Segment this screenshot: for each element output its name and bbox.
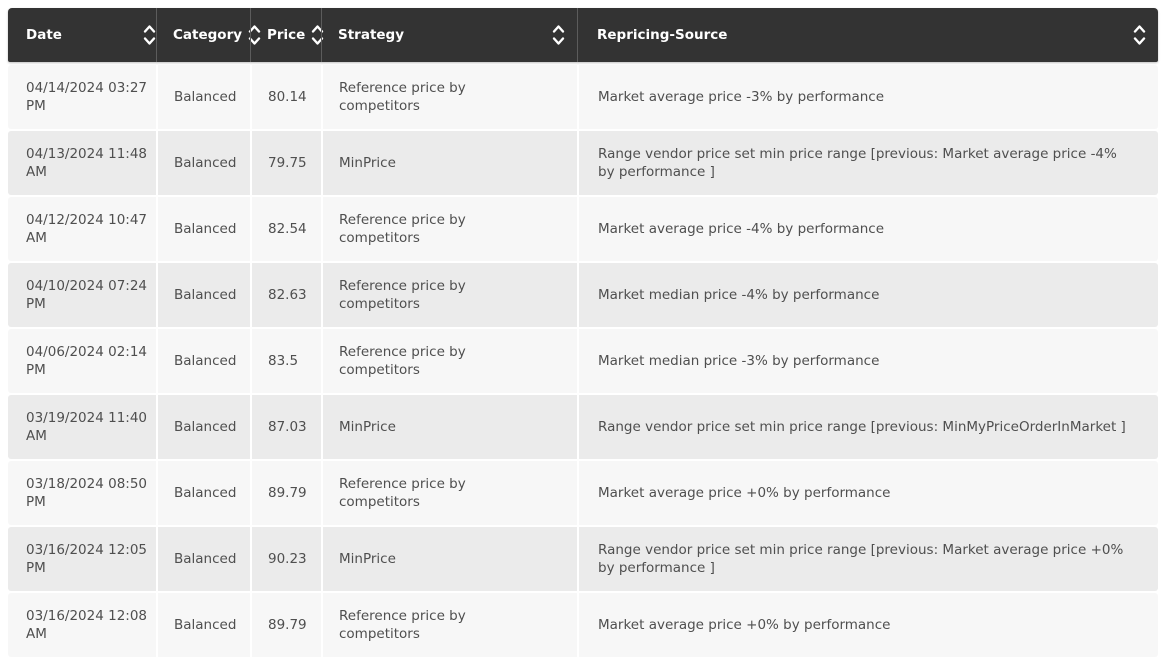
table-row: 03/16/2024 12:05 PM Balanced 90.23 MinPr… (8, 527, 1158, 591)
cell-date: 03/16/2024 12:08 AM (26, 607, 148, 642)
cell-date: 03/18/2024 08:50 PM (26, 475, 148, 510)
cell-strategy: MinPrice (321, 131, 577, 195)
table-row: 03/19/2024 11:40 AM Balanced 87.03 MinPr… (8, 395, 1158, 459)
cell-price: 89.79 (250, 461, 321, 525)
cell-repricing-source: Market average price -4% by performance (577, 197, 1158, 261)
cell-strategy: MinPrice (321, 527, 577, 591)
cell-repricing-source: Market average price -3% by performance (577, 65, 1158, 129)
sort-chevrons-icon[interactable] (1133, 23, 1146, 47)
column-header-label: Date (26, 27, 62, 43)
table-row: 03/18/2024 08:50 PM Balanced 89.79 Refer… (8, 461, 1158, 525)
cell-strategy: Reference price by competitors (321, 197, 577, 261)
cell-repricing-source: Range vendor price set min price range [… (577, 395, 1158, 459)
cell-category: Balanced (156, 461, 250, 525)
column-header-strategy[interactable]: Strategy (321, 8, 577, 62)
sort-chevrons-icon[interactable] (143, 23, 156, 47)
cell-category: Balanced (156, 263, 250, 327)
table-row: 04/14/2024 03:27 PM Balanced 80.14 Refer… (8, 65, 1158, 129)
cell-repricing-source: Range vendor price set min price range [… (577, 527, 1158, 591)
column-header-label: Category (173, 27, 243, 43)
cell-date: 04/14/2024 03:27 PM (26, 79, 148, 114)
column-header-price[interactable]: Price (250, 8, 324, 62)
table-row: 04/13/2024 11:48 AM Balanced 79.75 MinPr… (8, 131, 1158, 195)
cell-repricing-source: Range vendor price set min price range [… (577, 131, 1158, 195)
cell-date: 04/06/2024 02:14 PM (26, 343, 148, 378)
cell-category: Balanced (156, 395, 250, 459)
cell-price: 87.03 (250, 395, 321, 459)
cell-repricing-source: Market average price +0% by performance (577, 461, 1158, 525)
cell-price: 89.79 (250, 593, 321, 657)
cell-category: Balanced (156, 593, 250, 657)
cell-category: Balanced (156, 527, 250, 591)
cell-price: 83.5 (250, 329, 321, 393)
cell-repricing-source: Market median price -3% by performance (577, 329, 1158, 393)
column-header-label: Price (267, 27, 306, 43)
column-header-label: Strategy (338, 27, 405, 43)
column-header-date[interactable]: Date (8, 8, 156, 62)
sort-chevrons-icon[interactable] (248, 23, 261, 47)
cell-date: 04/13/2024 11:48 AM (26, 145, 148, 180)
sort-chevrons-icon[interactable] (311, 23, 324, 47)
cell-price: 90.23 (250, 527, 321, 591)
cell-strategy: Reference price by competitors (321, 593, 577, 657)
cell-category: Balanced (156, 65, 250, 129)
cell-category: Balanced (156, 131, 250, 195)
column-header-repricing-source[interactable]: Repricing-Source (577, 8, 1158, 62)
cell-date: 04/12/2024 10:47 AM (26, 211, 148, 246)
cell-strategy: Reference price by competitors (321, 461, 577, 525)
cell-repricing-source: Market median price -4% by performance (577, 263, 1158, 327)
cell-price: 80.14 (250, 65, 321, 129)
table-row: 03/16/2024 12:08 AM Balanced 89.79 Refer… (8, 593, 1158, 657)
cell-strategy: Reference price by competitors (321, 329, 577, 393)
cell-date: 03/16/2024 12:05 PM (26, 541, 148, 576)
table-row: 04/12/2024 10:47 AM Balanced 82.54 Refer… (8, 197, 1158, 261)
cell-price: 79.75 (250, 131, 321, 195)
column-header-category[interactable]: Category (156, 8, 261, 62)
sort-chevrons-icon[interactable] (552, 23, 565, 47)
table-row: 04/10/2024 07:24 PM Balanced 82.63 Refer… (8, 263, 1158, 327)
table-body: 04/14/2024 03:27 PM Balanced 80.14 Refer… (8, 65, 1158, 657)
cell-category: Balanced (156, 329, 250, 393)
cell-price: 82.54 (250, 197, 321, 261)
repricing-history-table: Date Category Price Strategy (8, 8, 1158, 657)
cell-date: 03/19/2024 11:40 AM (26, 409, 148, 444)
cell-strategy: Reference price by competitors (321, 65, 577, 129)
cell-repricing-source: Market average price +0% by performance (577, 593, 1158, 657)
cell-date: 04/10/2024 07:24 PM (26, 277, 148, 312)
table-header-row: Date Category Price Strategy (8, 8, 1158, 62)
table-row: 04/06/2024 02:14 PM Balanced 83.5 Refere… (8, 329, 1158, 393)
cell-strategy: Reference price by competitors (321, 263, 577, 327)
cell-category: Balanced (156, 197, 250, 261)
column-header-label: Repricing-Source (597, 27, 728, 43)
cell-price: 82.63 (250, 263, 321, 327)
cell-strategy: MinPrice (321, 395, 577, 459)
